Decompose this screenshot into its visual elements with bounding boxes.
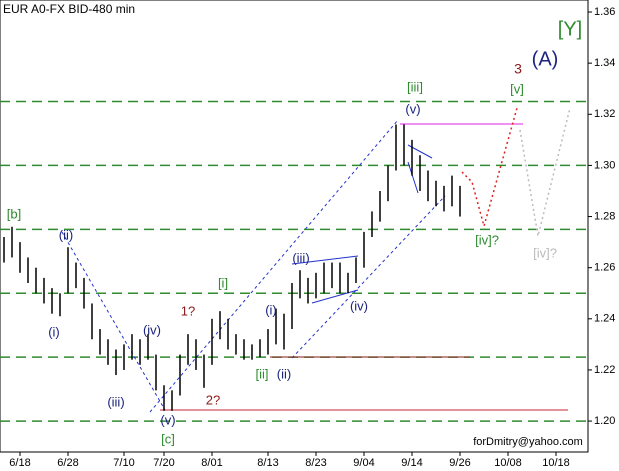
channel-line: [291, 195, 446, 359]
triangle-line: [311, 289, 359, 304]
y-tick-label: 1.26: [594, 262, 615, 274]
x-tick-label: 8/23: [305, 457, 326, 469]
wave-label: (ii): [59, 227, 73, 242]
triangle-line: [291, 255, 359, 265]
wave-label: (v): [160, 412, 175, 427]
wave-label: [v]: [510, 81, 524, 96]
wave-label: 1?: [181, 303, 195, 318]
wave-label: 3: [514, 61, 522, 77]
x-tick-label: 9/04: [353, 457, 374, 469]
y-tick-label: 1.30: [594, 159, 615, 171]
wave-label: (iv): [350, 298, 368, 313]
y-tick-label: 1.36: [594, 6, 615, 18]
wave-label: [b]: [7, 206, 21, 221]
plot-frame: [0, 0, 589, 453]
x-tick-label: 9/14: [401, 457, 422, 469]
wave-drawings: [61, 107, 571, 413]
channel-line: [61, 231, 166, 411]
x-tick-label: 10/08: [494, 457, 522, 469]
forecast-path: [461, 107, 518, 229]
x-tick-label: 6/28: [57, 457, 78, 469]
chart-title: EUR A0-FX BID-480 min: [3, 2, 135, 16]
x-tick-label: 7/20: [153, 457, 174, 469]
y-tick-label: 1.32: [594, 108, 615, 120]
y-tick-label: 1.28: [594, 210, 615, 222]
wave-label: (i): [48, 324, 60, 339]
wave-label: (iii): [107, 394, 124, 409]
alt-forecast-path: [519, 107, 571, 237]
wave-label: [c]: [161, 431, 175, 446]
wave-label: [Y]: [558, 18, 582, 40]
y-tick-label: 1.24: [594, 313, 615, 325]
wave-label: (i): [265, 302, 277, 317]
channel-line: [149, 119, 399, 413]
wave-label: [iii]: [407, 79, 423, 94]
wave-label: (iii): [292, 250, 309, 265]
x-tick-label: 6/18: [9, 457, 30, 469]
wave-label: (ii): [277, 366, 291, 381]
x-tick-label: 9/26: [449, 457, 470, 469]
footer: forDmitry@yahoo.com: [473, 436, 583, 448]
wave-label: [ii]: [256, 366, 269, 381]
wedge-line: [407, 161, 419, 194]
wave-label: (iv): [143, 322, 161, 337]
wave-label: [iv]?: [475, 232, 499, 247]
wave-label: (v): [405, 101, 420, 116]
x-tick-label: 8/01: [201, 457, 222, 469]
wave-label: (A): [532, 48, 559, 70]
y-tick-label: 1.34: [594, 57, 615, 69]
y-tick-label: 1.20: [594, 415, 615, 427]
wave-label: [i]: [218, 275, 228, 290]
wave-label: [iv]?: [533, 245, 557, 260]
wave-label: 2?: [206, 392, 220, 407]
y-tick-label: 1.22: [594, 364, 615, 376]
x-tick-label: 10/18: [542, 457, 570, 469]
x-tick-label: 8/13: [257, 457, 278, 469]
x-tick-label: 7/10: [113, 457, 134, 469]
